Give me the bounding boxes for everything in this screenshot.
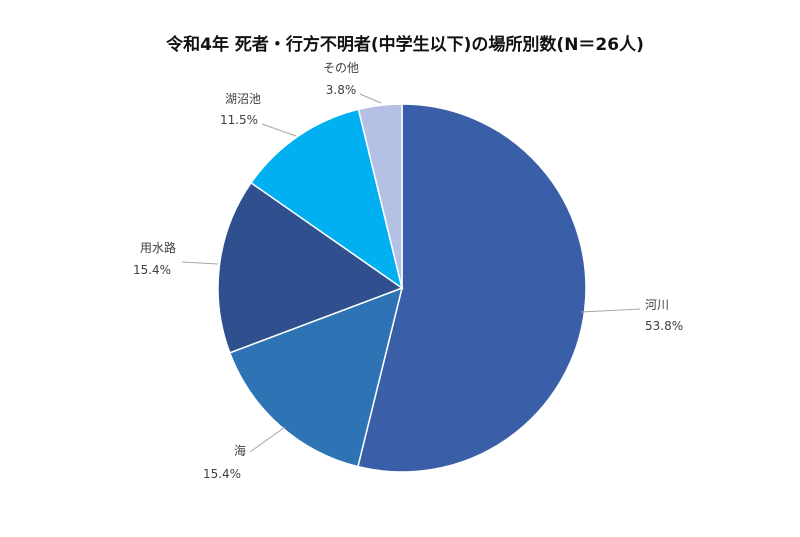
slice-name-label-4: 湖沼池	[225, 91, 261, 106]
slice-value-label-1: 53.8%	[645, 319, 683, 333]
slice-name-label-3: 用水路	[140, 240, 176, 255]
slice-labels: 河川 53.8% 海 15.4% 用水路 15.4% 湖沼池 11.5% その他 3.8%	[133, 61, 683, 481]
slice-value-label-3: 15.4%	[133, 263, 171, 277]
leader-line-5	[359, 93, 382, 104]
leader-line-1	[580, 308, 641, 313]
slice-name-label-2: 海	[234, 443, 246, 458]
leader-line-3	[181, 261, 219, 265]
slice-name-label-1: 河川	[645, 298, 669, 312]
leader-line-4	[261, 123, 297, 137]
slice-value-label-2: 15.4%	[203, 467, 241, 481]
slice-name-label-5: その他	[323, 61, 359, 75]
pie-slice-3	[217, 181, 404, 354]
leader-lines	[181, 93, 641, 453]
slice-value-label-4: 11.5%	[220, 113, 258, 127]
slice-value-label-5: 3.8%	[326, 83, 357, 97]
pie-slice-4	[249, 108, 404, 290]
leader-line-2	[249, 426, 286, 453]
pie-slice-2	[228, 286, 404, 468]
chart-title: 令和4年 死者・行方不明者(中学生以下)の場所別数(N＝26人)	[166, 34, 644, 55]
pie-slice-1	[356, 103, 587, 473]
pie-slices	[217, 103, 587, 473]
pie-slice-5	[357, 103, 403, 289]
